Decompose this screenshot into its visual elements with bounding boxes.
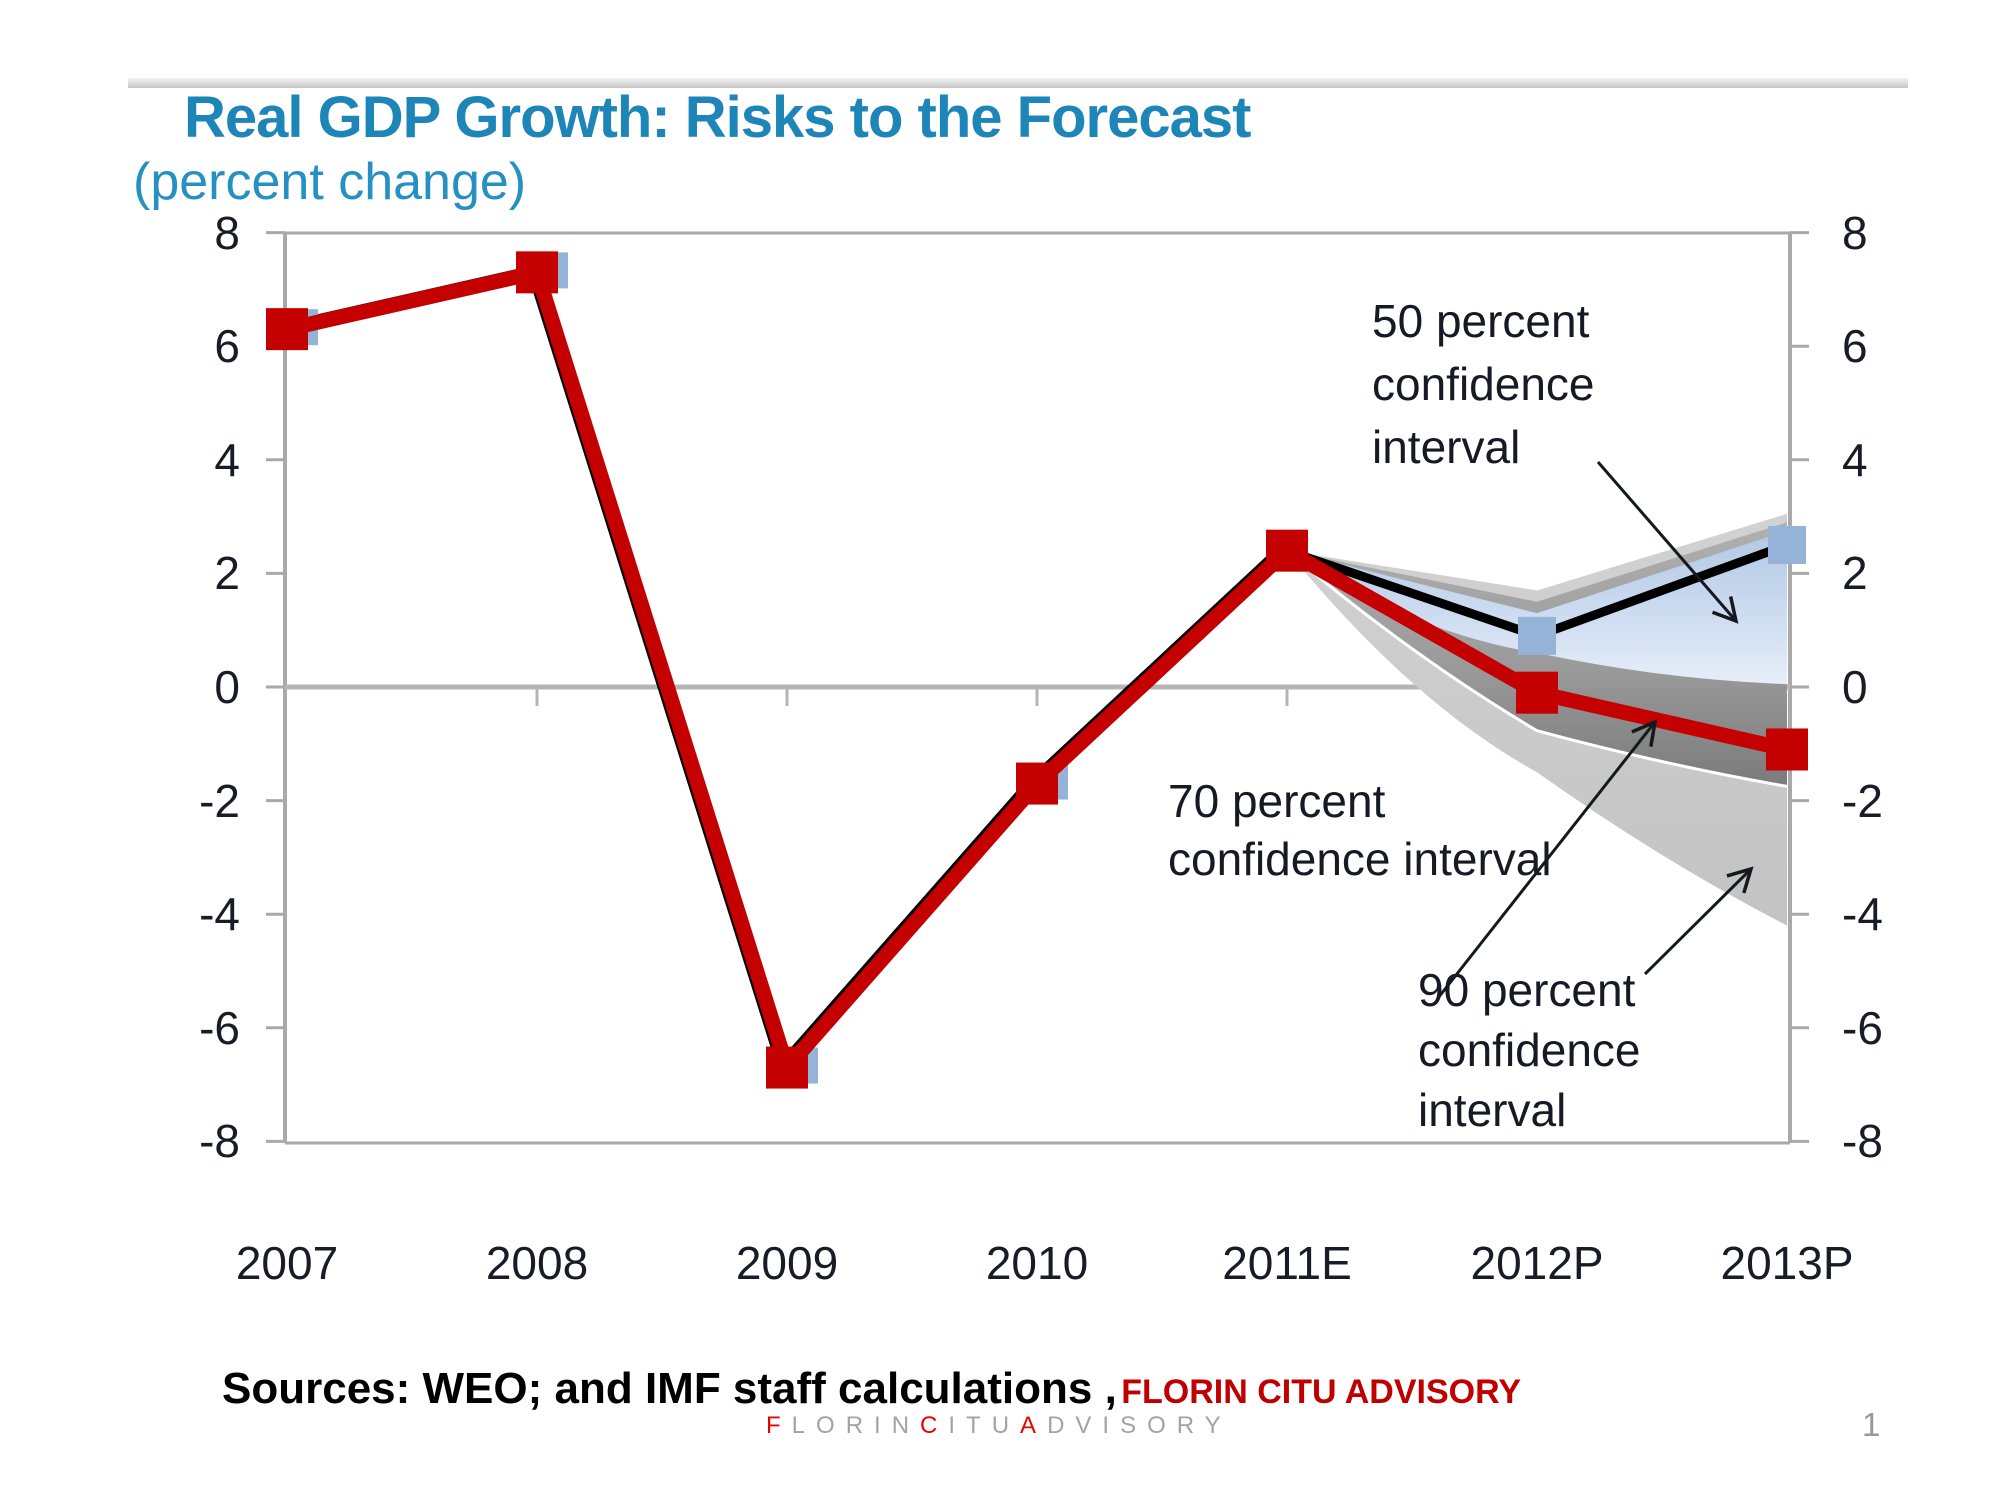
y-right-label-0: 0 <box>1842 661 1868 713</box>
x-label-2012P: 2012P <box>1470 1237 1604 1289</box>
y-left-label--8: -8 <box>199 1115 240 1168</box>
y-right-label-4: 4 <box>1842 433 1868 486</box>
brand-letters: DVISORY <box>1047 1412 1232 1439</box>
header-divider <box>128 78 1908 88</box>
gdp-data-point-2009 <box>766 1046 808 1089</box>
y-right-label-8: 8 <box>1842 206 1868 259</box>
gdp-data-point-2012P <box>1516 671 1558 714</box>
y-right-label--8: -8 <box>1842 1115 1883 1168</box>
page-subtitle: (percent change) <box>133 153 527 211</box>
brand-accent-letter: A <box>1020 1412 1048 1439</box>
y-left-label-4: 4 <box>214 433 240 486</box>
brand-letters: ITU <box>948 1412 1021 1439</box>
sources-brand-text: FLORIN CITU ADVISORY <box>1121 1373 1522 1411</box>
y-left-label-0: 0 <box>214 661 240 713</box>
page-title: Real GDP Growth: Risks to the Forecast <box>184 85 1251 150</box>
arrow-90-percent <box>1643 866 1754 976</box>
confidence-band-50 <box>1287 530 1787 685</box>
y-left-label--4: -4 <box>199 888 240 941</box>
y-left-label-8: 8 <box>214 206 240 259</box>
baseline-line-historical <box>280 265 1285 1075</box>
annotation-50-percent-ci: 50 percent confidence interval <box>1372 295 1595 473</box>
footer-brand: FLORINCITUADVISORY <box>766 1412 1232 1440</box>
annotation-70-percent-ci: 70 percent confidence interval <box>1168 775 1552 885</box>
x-label-2007: 2007 <box>235 1237 339 1289</box>
gdp-data-point-2013P <box>1766 728 1808 771</box>
y-left-label--2: -2 <box>199 774 240 827</box>
y-left-label-6: 6 <box>214 320 240 373</box>
x-label-2013P: 2013P <box>1720 1237 1854 1289</box>
y-right-label--6: -6 <box>1842 1001 1883 1054</box>
y-right-label-2: 2 <box>1842 547 1868 600</box>
brand-letters: LORIN <box>791 1412 921 1439</box>
baseline-forecast-marker <box>1518 616 1556 655</box>
gdp-data-point-2011E <box>1266 529 1308 572</box>
brand-accent-letter: F <box>766 1412 792 1439</box>
gdp-data-point-2008 <box>516 251 558 294</box>
x-label-2010: 2010 <box>985 1237 1089 1289</box>
sources-line: Sources: WEO; and IMF staff calculations… <box>222 1364 1521 1414</box>
brand-accent-letter: C <box>920 1412 949 1439</box>
x-label-2011E: 2011E <box>1222 1237 1352 1289</box>
arrow-70-percent <box>1436 719 1658 999</box>
x-label-2008: 2008 <box>485 1237 589 1289</box>
y-right-label-6: 6 <box>1842 320 1868 373</box>
y-left-label-2: 2 <box>214 547 240 600</box>
page-number: 1 <box>1862 1406 1881 1443</box>
gdp-data-point-2010 <box>1016 762 1058 805</box>
gdp-data-point-2007 <box>266 308 308 351</box>
annotation-90-percent-ci: 90 percent confidence interval <box>1418 964 1641 1136</box>
sources-text: Sources: WEO; and IMF staff calculations… <box>222 1364 1117 1413</box>
x-label-2009: 2009 <box>735 1237 839 1289</box>
y-left-label--6: -6 <box>199 1001 240 1054</box>
y-right-label--2: -2 <box>1842 774 1883 827</box>
baseline-forecast-marker <box>1768 526 1806 564</box>
band-separator <box>1286 549 1788 788</box>
y-right-label--4: -4 <box>1842 888 1883 941</box>
arrow-50-percent <box>1596 461 1739 624</box>
